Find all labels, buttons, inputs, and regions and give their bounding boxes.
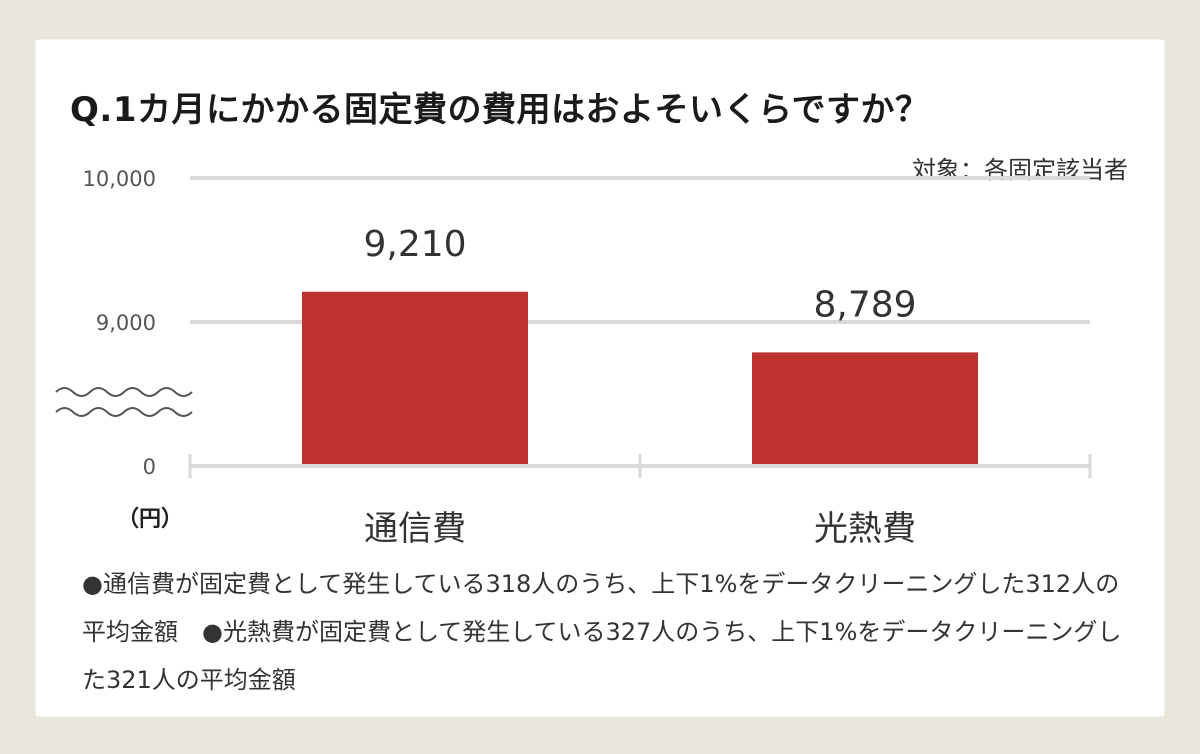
category-label: 光熱費 [814, 509, 916, 549]
bar [752, 352, 978, 464]
chart-title: Q.1カ月にかかる固定費の費用はおよそいくらですか？ [70, 90, 930, 130]
footnote: ●通信費が固定費として発生している318人のうち、上下1%をデータクリーニングし… [82, 570, 1122, 694]
axis-break-wave [55, 407, 193, 417]
bar [302, 291, 528, 464]
y-tick-label: 9,000 [96, 311, 156, 335]
data-label: 8,789 [813, 284, 916, 325]
y-tick-label: 10,000 [83, 167, 156, 191]
unit-label: （円） [117, 507, 183, 532]
y-tick-label: 0 [143, 455, 156, 479]
data-label: 9,210 [363, 224, 466, 265]
axis-break-wave [55, 387, 193, 397]
category-label: 通信費 [364, 509, 466, 549]
